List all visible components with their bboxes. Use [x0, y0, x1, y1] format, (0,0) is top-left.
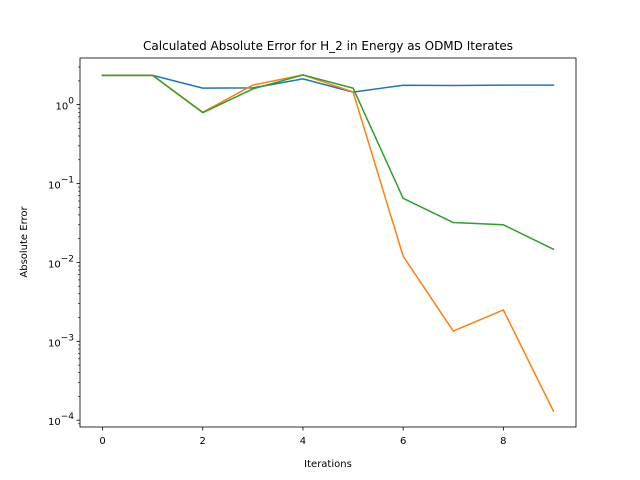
series-line-2	[101, 74, 555, 251]
x-axis-ticks: 0 2 4 6 8	[99, 427, 507, 447]
y-tick-label: 10−4	[48, 412, 74, 428]
y-tick-label: 100	[56, 97, 75, 113]
x-tick-label: 2	[200, 436, 206, 447]
y-tick-label: 10−2	[48, 254, 74, 270]
y-axis-ticks: 10−4 10−3 10−2 10−1 100	[48, 66, 80, 428]
chart-title: Calculated Absolute Error for H_2 in Ene…	[143, 39, 513, 53]
x-axis-label: Iterations	[304, 459, 352, 470]
x-tick-label: 6	[400, 436, 406, 447]
plot-area	[80, 58, 576, 427]
axes-layer	[79, 57, 577, 428]
series-layer	[101, 74, 555, 413]
y-tick-label: 10−3	[48, 333, 74, 349]
x-tick-label: 0	[99, 436, 105, 447]
y-tick-label: 10−1	[48, 176, 74, 192]
x-tick-label: 4	[300, 436, 306, 447]
plot-frame	[79, 57, 577, 428]
x-tick-label: 8	[500, 436, 506, 447]
y-axis-label: Absolute Error	[19, 205, 30, 277]
series-line-0	[101, 74, 555, 93]
